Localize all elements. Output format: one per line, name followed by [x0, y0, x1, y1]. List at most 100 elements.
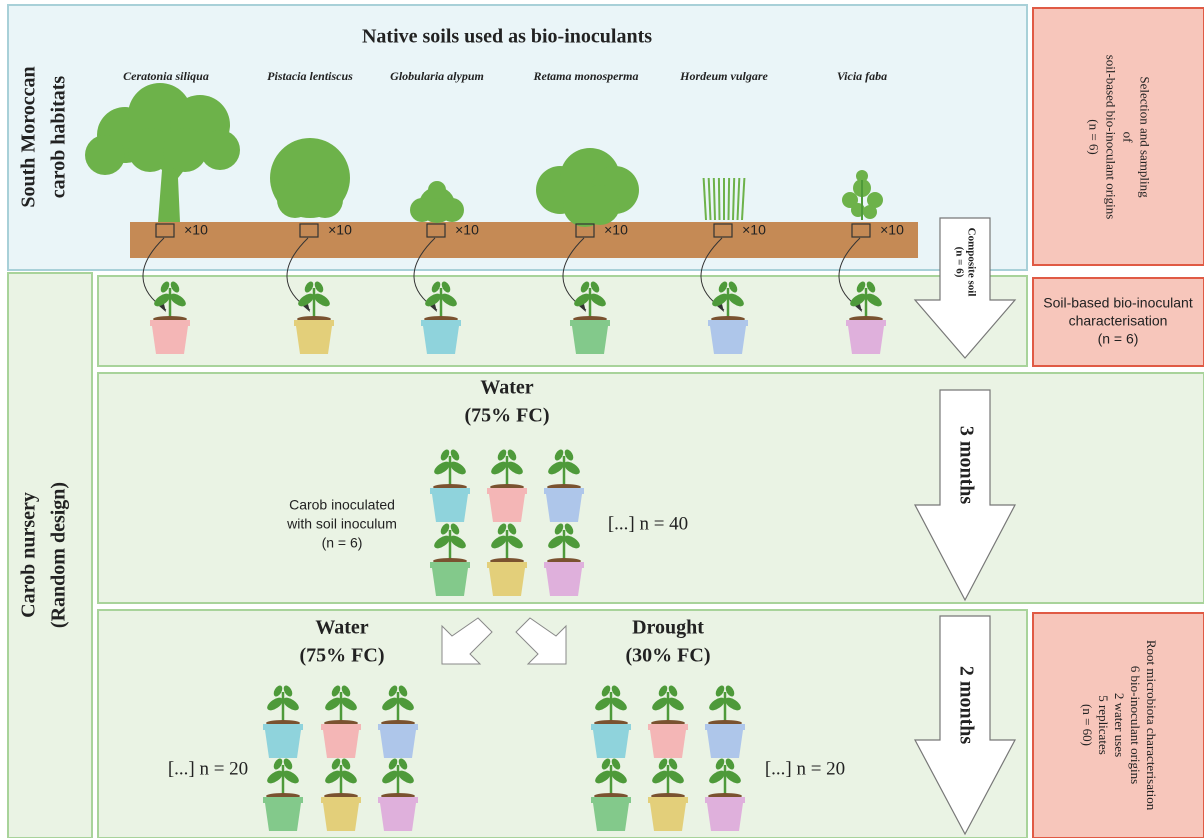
step-text: soil-based bio-inoculant origins	[1104, 55, 1119, 220]
pot-rim	[378, 724, 418, 730]
leaf	[564, 461, 580, 475]
species: Vicia faba	[837, 69, 887, 83]
stalk	[712, 177, 716, 221]
step-text: 5 replicates	[1096, 695, 1111, 755]
leaf	[398, 758, 408, 770]
sample-square	[851, 223, 871, 238]
foliage	[410, 198, 434, 222]
pot	[380, 730, 416, 758]
sample-square	[575, 223, 595, 238]
sample-square	[155, 223, 175, 238]
pot	[710, 326, 746, 354]
leaf	[725, 685, 735, 697]
step-text: 2 water uses	[1112, 693, 1127, 757]
duration: 2 months	[955, 666, 977, 745]
pot-rim	[294, 320, 334, 326]
count: [...] n = 40	[608, 513, 688, 534]
pot	[650, 803, 686, 831]
pot	[152, 326, 188, 354]
leaf	[440, 523, 450, 535]
leaf	[497, 523, 507, 535]
count: [...] n = 20	[168, 758, 248, 779]
pot	[489, 568, 525, 596]
leaf	[298, 293, 314, 307]
leaf	[491, 535, 507, 549]
sample-count: ×10	[880, 222, 904, 238]
pot-rim	[430, 488, 470, 494]
sample-square	[299, 223, 319, 238]
sample-square	[426, 223, 446, 238]
pot	[323, 803, 359, 831]
leaf	[668, 697, 684, 711]
step-text: Root microbiota characterisation	[1144, 640, 1159, 811]
condition-title-group: Drought (30% FC)	[626, 617, 711, 667]
step-text: (n = 60)	[1080, 704, 1095, 746]
pot-rim	[321, 797, 361, 803]
foliage	[842, 192, 858, 208]
leaf	[725, 758, 735, 770]
leaf	[382, 770, 398, 784]
foliage	[856, 170, 868, 182]
leaf	[715, 758, 725, 770]
arrow-head	[303, 304, 310, 312]
pot	[432, 568, 468, 596]
leaf	[267, 697, 283, 711]
leaf	[398, 697, 414, 711]
step-box	[1032, 7, 1204, 266]
leaf	[283, 758, 293, 770]
stalk	[717, 177, 721, 221]
habitat-label-group: South Moroccan carob habitats	[18, 66, 70, 207]
arrow-head	[159, 304, 166, 312]
leaf	[341, 697, 357, 711]
pot-rim	[430, 562, 470, 568]
foliage	[277, 182, 313, 218]
count: [...] n = 20	[765, 758, 845, 779]
pot-rim	[544, 488, 584, 494]
foliage	[428, 181, 446, 199]
leaf	[611, 758, 621, 770]
sample-count: ×10	[742, 222, 766, 238]
leaf	[725, 770, 741, 784]
leaf	[450, 535, 466, 549]
leaf	[580, 281, 590, 293]
stalk	[736, 177, 741, 221]
leaf	[382, 697, 398, 711]
pot-rim	[705, 724, 745, 730]
stalk	[707, 177, 712, 221]
pot	[423, 326, 459, 354]
leaf	[283, 770, 299, 784]
leaf	[866, 281, 876, 293]
leaf	[170, 293, 186, 307]
pot-rim	[705, 797, 745, 803]
species: Ceratonia siliqua	[123, 69, 209, 83]
leaf	[398, 770, 414, 784]
leaf	[507, 535, 523, 549]
sample-count: ×10	[604, 222, 628, 238]
flow-arrow	[914, 615, 1016, 836]
leaf	[728, 293, 744, 307]
pot-rim	[591, 797, 631, 803]
leaf	[325, 697, 341, 711]
leaf	[574, 293, 590, 307]
pot-rim	[846, 320, 886, 326]
leaf	[491, 461, 507, 475]
leaf	[440, 449, 450, 461]
leaf	[668, 770, 684, 784]
pot	[489, 494, 525, 522]
sample-count: ×10	[328, 222, 352, 238]
leaf	[718, 281, 728, 293]
leaf	[431, 281, 441, 293]
pot-rim	[570, 320, 610, 326]
leaf	[398, 685, 408, 697]
pot	[323, 730, 359, 758]
condition-title: Drought	[632, 617, 704, 639]
leaf	[715, 685, 725, 697]
pot	[650, 730, 686, 758]
nursery-label-group: Carob nursery (Random design)	[18, 482, 70, 628]
leaf	[850, 293, 866, 307]
sample-count: ×10	[455, 222, 479, 238]
sample-count: ×10	[184, 222, 208, 238]
pot	[265, 730, 301, 758]
